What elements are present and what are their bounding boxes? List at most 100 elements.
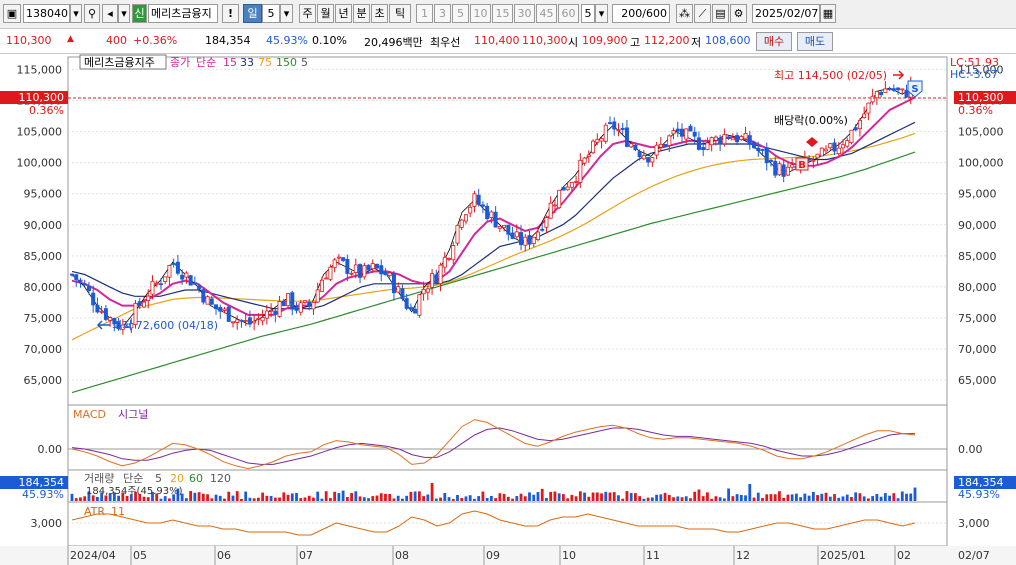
search-icon[interactable]: ⚲ <box>84 4 100 23</box>
period-dropdown-icon[interactable]: ▾ <box>280 4 293 23</box>
x-tick-label: 08 <box>395 549 409 562</box>
count-dropdown-icon[interactable]: ▾ <box>595 4 608 23</box>
sell-button[interactable]: 매도 <box>797 32 833 51</box>
volume-bar <box>426 494 430 501</box>
stock-name-field[interactable]: 메리츠금융지 <box>148 4 218 23</box>
x-tick-label: 07 <box>299 549 313 562</box>
signal-line <box>71 427 915 465</box>
volume-ratio: 45.93% <box>266 34 308 47</box>
period-second-button[interactable]: 초 <box>371 4 388 23</box>
volume-bar <box>871 496 875 501</box>
low-label: 저 <box>691 36 702 49</box>
interval-10-button[interactable]: 10 <box>470 4 491 23</box>
interval-30-button[interactable]: 30 <box>514 4 535 23</box>
sound-dropdown-icon[interactable]: ▾ <box>118 4 130 23</box>
volume-bar <box>659 494 663 501</box>
candle-body <box>472 193 477 207</box>
volume-bar <box>218 495 222 501</box>
volume-bar <box>765 494 769 501</box>
volume-bar <box>896 498 900 501</box>
period-month-button[interactable]: 월 <box>317 4 334 23</box>
period-day-button[interactable]: 일 <box>243 4 262 23</box>
candle-body <box>264 310 269 319</box>
code-dropdown-icon[interactable]: ▾ <box>70 4 82 23</box>
low-price: 108,600 <box>705 34 751 47</box>
candle-body <box>730 137 735 141</box>
interval-5-button[interactable]: 5 <box>452 4 469 23</box>
candle-body <box>358 264 363 278</box>
interval-45-button[interactable]: 45 <box>536 4 557 23</box>
volume-bar <box>409 491 413 501</box>
drawing-tool-icon[interactable]: ⟋ <box>694 4 711 23</box>
volume-bar <box>672 497 675 501</box>
stock-chart[interactable]: 65,000 65,000 70,000 70,000 75,000 75,000 80,0… <box>0 54 1016 565</box>
legend-ma-33: 33 <box>240 56 254 69</box>
volume-bar <box>379 493 383 501</box>
candle-body <box>417 294 422 316</box>
candle-body <box>544 217 549 228</box>
volume-bar <box>676 496 680 501</box>
candle-body <box>74 274 79 281</box>
period-value-field[interactable]: 5 <box>262 4 280 23</box>
y-tick-label-right: 65,000 <box>958 374 997 387</box>
candle-body <box>764 147 769 164</box>
candle-body <box>434 274 439 284</box>
period-minute-button[interactable]: 분 <box>353 4 370 23</box>
candle-body <box>120 324 125 330</box>
save-icon[interactable]: ▤ <box>712 4 729 23</box>
candle-body <box>447 257 452 260</box>
candle-body <box>349 272 354 275</box>
volume-ma-120: 120 <box>210 472 231 485</box>
candle-body <box>671 130 676 135</box>
interval-1-button[interactable]: 1 <box>416 4 433 23</box>
bars-display-field[interactable]: 200/600 <box>612 4 670 23</box>
volume-bar <box>417 491 421 501</box>
calendar-icon[interactable]: ▦ <box>820 4 836 23</box>
period-week-button[interactable]: 주 <box>299 4 316 23</box>
volume-bar <box>295 492 298 501</box>
candle-body <box>302 300 307 303</box>
macd-zero-right: 0.00 <box>958 443 983 456</box>
candle-body <box>735 135 740 143</box>
sound-icon[interactable]: ◂ <box>102 4 118 23</box>
candle-body <box>548 202 553 219</box>
candle-body <box>709 137 714 146</box>
buy-button[interactable]: 매수 <box>756 32 792 51</box>
stock-code-input[interactable]: 138040 <box>23 4 70 23</box>
candle-body <box>489 211 494 218</box>
legend-stock-box[interactable] <box>79 54 167 70</box>
interval-60-button[interactable]: 60 <box>558 4 579 23</box>
candle-body <box>836 147 841 155</box>
date-field[interactable]: 2025/02/07 <box>752 4 820 23</box>
volume-bar <box>545 497 548 501</box>
count-field[interactable]: 5 <box>581 4 595 23</box>
indicator-icon[interactable]: ⁂ <box>676 4 693 23</box>
turnover-ratio: 0.10% <box>312 34 347 47</box>
volume-bar <box>612 492 616 501</box>
volume-bar <box>697 489 701 501</box>
candle-body <box>188 275 193 286</box>
period-tick-button[interactable]: 틱 <box>389 4 411 23</box>
volume-bar <box>396 495 400 501</box>
volume-bar <box>303 497 307 501</box>
volume-bar <box>536 492 540 501</box>
alert-button[interactable]: ! <box>222 4 239 23</box>
volume-bar <box>223 498 226 501</box>
candle-body <box>451 245 456 261</box>
atr-tick-right: 3,000 <box>958 517 990 530</box>
volume-inner-text: 184,354주(45.93%) <box>86 486 183 497</box>
interval-15-button[interactable]: 15 <box>492 4 513 23</box>
volume-bar <box>845 494 849 501</box>
lc-label: LC:51.93 <box>950 56 999 69</box>
candle-body <box>175 261 180 274</box>
settings-gear-icon[interactable]: ⚙ <box>730 4 747 23</box>
y-tick-label-left: 95,000 <box>24 188 63 201</box>
window-menu-icon[interactable]: ▣ <box>3 4 21 23</box>
current-price-tag-left <box>0 91 68 104</box>
candle-body <box>383 271 388 276</box>
period-year-button[interactable]: 년 <box>335 4 352 23</box>
legend-ma-150: 150 <box>276 56 297 69</box>
interval-3-button[interactable]: 3 <box>434 4 451 23</box>
candle-body <box>696 137 701 150</box>
x-tick-label: 02/07 <box>958 549 990 562</box>
